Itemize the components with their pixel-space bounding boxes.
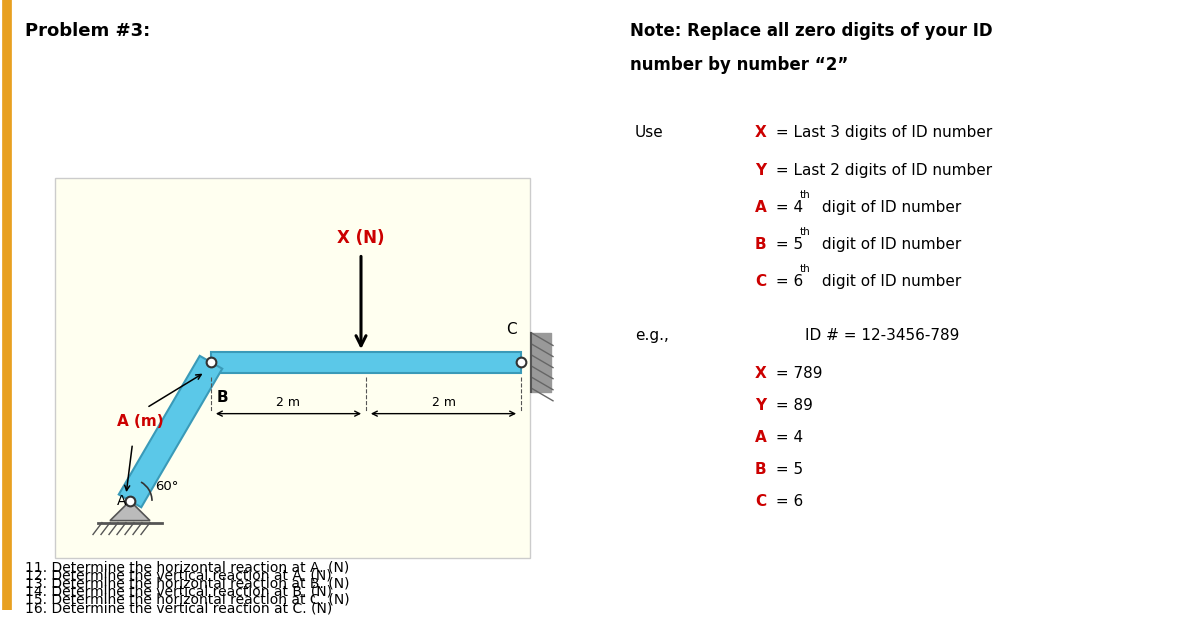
- Text: = 5: = 5: [772, 236, 803, 252]
- Text: 2 m: 2 m: [432, 395, 456, 408]
- Text: e.g.,: e.g.,: [635, 328, 668, 344]
- Text: 2 m: 2 m: [276, 395, 300, 408]
- Text: X: X: [755, 125, 767, 141]
- Text: = 789: = 789: [772, 366, 822, 381]
- Polygon shape: [119, 356, 222, 507]
- Text: = 6: = 6: [772, 274, 803, 289]
- Text: B: B: [755, 462, 767, 478]
- Text: A: A: [755, 430, 767, 445]
- Text: th: th: [800, 189, 810, 200]
- Text: B: B: [755, 236, 767, 252]
- Text: Use: Use: [635, 125, 664, 141]
- Text: Y: Y: [755, 162, 766, 178]
- Text: = 6: = 6: [772, 494, 803, 510]
- Text: = 89: = 89: [772, 398, 812, 413]
- Text: Problem #3:: Problem #3:: [25, 22, 150, 39]
- FancyBboxPatch shape: [211, 352, 521, 373]
- Text: C: C: [506, 321, 517, 337]
- Text: B: B: [217, 390, 229, 405]
- Text: 11. Determine the horizontal reaction at A. (N): 11. Determine the horizontal reaction at…: [25, 560, 349, 574]
- Text: C: C: [755, 494, 766, 510]
- Text: digit of ID number: digit of ID number: [817, 274, 961, 289]
- FancyBboxPatch shape: [55, 178, 530, 558]
- Text: A: A: [116, 494, 126, 508]
- Text: 15. Determine the horizontal reaction at C. (N): 15. Determine the horizontal reaction at…: [25, 593, 349, 607]
- Text: Y: Y: [755, 398, 766, 413]
- Text: X: X: [755, 366, 767, 381]
- Text: th: th: [800, 226, 810, 237]
- Text: = 4: = 4: [772, 430, 803, 445]
- Text: 60°: 60°: [155, 480, 179, 493]
- Text: = Last 2 digits of ID number: = Last 2 digits of ID number: [772, 162, 992, 178]
- Text: X (N): X (N): [337, 229, 385, 247]
- Text: = 5: = 5: [772, 462, 803, 478]
- Text: 16. Determine the vertical reaction at C. (N): 16. Determine the vertical reaction at C…: [25, 601, 332, 615]
- Text: C: C: [755, 274, 766, 289]
- Text: Note: Replace all zero digits of your ID: Note: Replace all zero digits of your ID: [630, 22, 992, 39]
- Text: 13. Determine the horizontal reaction at B. (N): 13. Determine the horizontal reaction at…: [25, 576, 349, 590]
- Text: = 4: = 4: [772, 199, 803, 215]
- Polygon shape: [110, 501, 150, 521]
- Text: number by number “2”: number by number “2”: [630, 56, 848, 74]
- Text: th: th: [800, 264, 810, 274]
- Text: = Last 3 digits of ID number: = Last 3 digits of ID number: [772, 125, 992, 141]
- Text: 12. Determine the vertical reaction at A. (N): 12. Determine the vertical reaction at A…: [25, 568, 331, 582]
- Text: A (m): A (m): [118, 414, 164, 429]
- Text: A: A: [755, 199, 767, 215]
- Text: digit of ID number: digit of ID number: [817, 199, 961, 215]
- Text: ID # = 12-3456-789: ID # = 12-3456-789: [805, 328, 959, 344]
- Text: 14. Determine the vertical reaction at B. (N): 14. Determine the vertical reaction at B…: [25, 585, 332, 598]
- Text: digit of ID number: digit of ID number: [817, 236, 961, 252]
